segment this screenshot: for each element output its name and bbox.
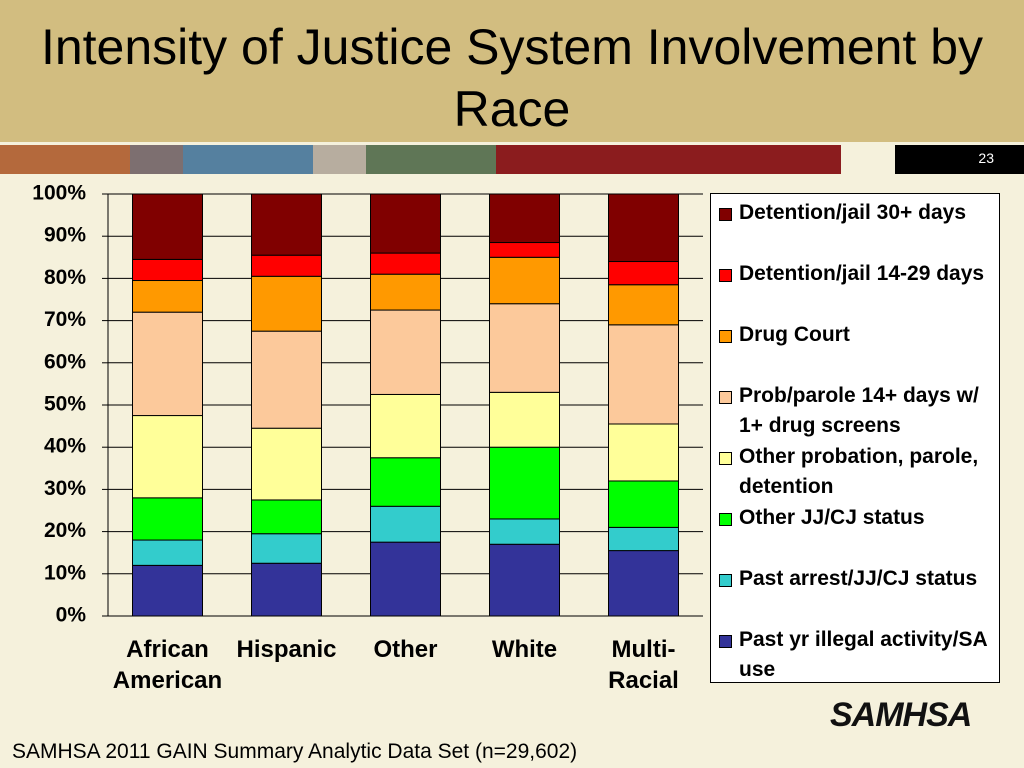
y-tick-label: 80% <box>44 266 86 289</box>
bar-segment <box>370 252 441 275</box>
legend-label: Other JJ/CJ status <box>739 506 925 529</box>
bar-segment <box>370 309 441 395</box>
legend-label: Prob/parole 14+ days w/ 1+ drug screens <box>739 384 979 437</box>
bar-segment <box>251 562 322 617</box>
strip-block <box>183 145 313 174</box>
legend: Past yr illegal activity/SA use Past arre… <box>710 193 1000 683</box>
bar-segment <box>370 541 441 617</box>
strip-block <box>313 145 366 174</box>
strip-block <box>130 145 183 174</box>
legend-swatch <box>719 391 732 404</box>
legend-swatch <box>719 574 732 587</box>
legend-item: Prob/parole 14+ days w/ 1+ drug screens <box>719 381 999 441</box>
legend-swatch <box>719 513 732 526</box>
header-band <box>0 0 1024 142</box>
y-tick-label: 40% <box>44 435 86 458</box>
y-tick-label: 50% <box>44 393 86 416</box>
bar-segment <box>608 193 679 263</box>
bar-segment <box>132 415 203 499</box>
legend-swatch <box>719 452 732 465</box>
legend-swatch <box>719 635 732 648</box>
x-tick-label: White <box>491 636 558 663</box>
x-tick-label: Hispanic <box>236 636 337 663</box>
y-tick-label: 100% <box>32 182 86 205</box>
bar-segment <box>489 242 560 258</box>
bar-segment <box>251 499 322 535</box>
logo: SAMHSA <box>830 696 972 734</box>
bar-segment <box>251 275 322 332</box>
bar-segment <box>370 505 441 543</box>
legend-item: Drug Court <box>719 320 999 350</box>
bar-segment <box>251 254 322 277</box>
bar-segment <box>132 564 203 617</box>
legend-swatch <box>719 208 732 221</box>
bar-segment <box>132 311 203 417</box>
bar-segment <box>132 193 203 260</box>
bar-segment <box>608 284 679 326</box>
legend-label: Past yr illegal activity/SA use <box>739 628 987 681</box>
bar-segment <box>370 193 441 254</box>
strip-block <box>0 145 130 174</box>
legend-item: Past arrest/JJ/CJ status <box>719 564 999 594</box>
source-note: SAMHSA 2011 GAIN Summary Analytic Data S… <box>12 740 578 763</box>
y-tick-label: 70% <box>44 308 86 331</box>
y-tick-label: 10% <box>44 561 86 584</box>
bar-segment <box>608 526 679 552</box>
bar-segment <box>489 543 560 617</box>
legend-label: Drug Court <box>739 323 850 346</box>
legend-label: Other probation, parole, detention <box>739 445 979 498</box>
bar-segment <box>608 324 679 425</box>
bar-segment <box>251 427 322 501</box>
bar-segment <box>132 280 203 313</box>
bar-segment <box>489 256 560 305</box>
bar-segment <box>489 303 560 393</box>
legend-label: Detention/jail 30+ days <box>739 201 967 224</box>
legend-item: Other probation, parole, detention <box>719 442 999 502</box>
bar-segment <box>132 258 203 282</box>
legend-item: Past yr illegal activity/SA use <box>719 625 999 685</box>
legend-item: Detention/jail 14-29 days <box>719 259 999 289</box>
bar-segment <box>132 497 203 541</box>
bar-segment <box>608 423 679 482</box>
y-tick-label: 0% <box>56 604 87 627</box>
legend-item: Other JJ/CJ status <box>719 503 999 533</box>
x-tick-label: Other <box>373 636 438 663</box>
chart-title: Intensity of Justice System Involvement … <box>40 19 984 137</box>
bar-segment <box>608 261 679 286</box>
x-tick-label: Multi-Racial <box>608 636 679 694</box>
bar-segment <box>489 193 560 244</box>
strip-block <box>496 145 841 174</box>
strip-block <box>366 145 496 174</box>
y-tick-label: 90% <box>44 224 86 247</box>
bar-segment <box>251 330 322 429</box>
legend-label: Detention/jail 14-29 days <box>739 262 985 285</box>
bar-segment <box>370 457 441 507</box>
legend-swatch <box>719 330 732 343</box>
bar-segment <box>251 533 322 564</box>
y-tick-label: 30% <box>44 477 86 500</box>
legend-swatch <box>719 269 732 282</box>
y-tick-label: 20% <box>44 519 86 542</box>
bar-segment <box>489 518 560 545</box>
slide-number: 23 <box>895 145 1024 174</box>
bar-segment <box>132 539 203 566</box>
legend-label: Past arrest/JJ/CJ status <box>739 567 978 590</box>
bar-segment <box>489 446 560 520</box>
bar-segment <box>608 480 679 528</box>
bar-segment <box>251 193 322 256</box>
y-tick-label: 60% <box>44 350 86 373</box>
legend-item: Detention/jail 30+ days <box>719 198 999 228</box>
bar-segment <box>489 391 560 448</box>
bar-segment <box>370 273 441 311</box>
bar-segment <box>370 393 441 459</box>
x-tick-label: African American <box>112 636 223 694</box>
bar-segment <box>608 550 679 617</box>
